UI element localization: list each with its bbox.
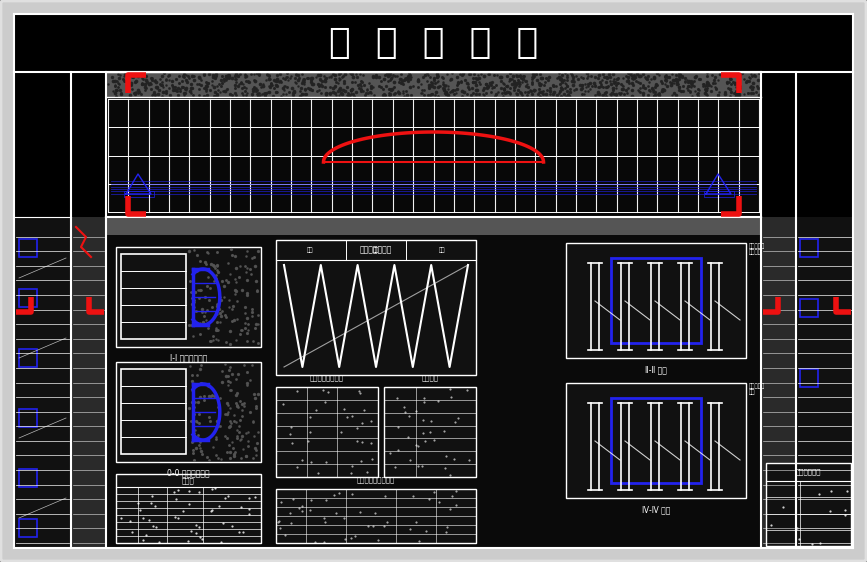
Bar (19, 519, 37, 537)
Text: 产量: 产量 (439, 247, 446, 253)
Bar (761, 217, 796, 548)
Bar (116, 474, 261, 543)
Text: 工程量及材料消耗表: 工程量及材料消耗表 (357, 477, 395, 483)
Bar (19, 289, 37, 307)
Bar (566, 383, 746, 498)
Text: 设备表: 设备表 (182, 478, 195, 484)
Bar (19, 409, 37, 427)
Bar (566, 243, 746, 358)
Bar (800, 239, 818, 257)
Text: Ⅱ-Ⅱ 全图: Ⅱ-Ⅱ 全图 (645, 365, 667, 374)
Bar (19, 349, 37, 367)
Bar (106, 217, 761, 235)
Bar (71, 217, 106, 548)
Text: 综采放顶煤
支架: 综采放顶煤 支架 (749, 383, 766, 395)
Bar (276, 240, 476, 375)
Text: 0-0 采小拒距全图: 0-0 采小拒距全图 (167, 468, 210, 477)
Bar (704, 191, 734, 197)
Text: 班次: 班次 (307, 247, 313, 253)
Bar (116, 362, 261, 462)
Bar (121, 369, 186, 454)
Bar (19, 469, 37, 487)
Bar (800, 369, 818, 387)
Bar (116, 247, 261, 347)
Text: 采  煮  方  法  图: 采 煮 方 法 图 (329, 26, 538, 60)
Bar (14, 217, 71, 548)
Text: 工作面产量图表: 工作面产量图表 (360, 246, 392, 255)
Text: 采矿工程设计: 采矿工程设计 (796, 469, 821, 475)
Text: 循环图表: 循环图表 (421, 374, 439, 381)
Bar (276, 489, 476, 543)
Bar (106, 72, 761, 97)
Bar (106, 235, 761, 548)
Bar (611, 398, 701, 483)
Text: 时间: 时间 (373, 247, 379, 253)
Bar (19, 239, 37, 257)
Bar (800, 299, 818, 317)
Bar (106, 97, 761, 217)
Text: 支护工艺示范图表: 支护工艺示范图表 (310, 374, 344, 381)
Bar (121, 254, 186, 339)
Bar (766, 463, 851, 546)
Text: 综采放顶煤
液压支架: 综采放顶煤 液压支架 (749, 243, 766, 255)
Text: Ⅳ-Ⅳ 全图: Ⅳ-Ⅳ 全图 (642, 505, 670, 514)
Bar (796, 217, 853, 548)
Bar (276, 387, 378, 477)
Text: Ⅰ-Ⅰ 采大拒距全图: Ⅰ-Ⅰ 采大拒距全图 (170, 353, 207, 362)
Bar (384, 387, 476, 477)
Bar (124, 191, 154, 197)
Bar (611, 258, 701, 343)
